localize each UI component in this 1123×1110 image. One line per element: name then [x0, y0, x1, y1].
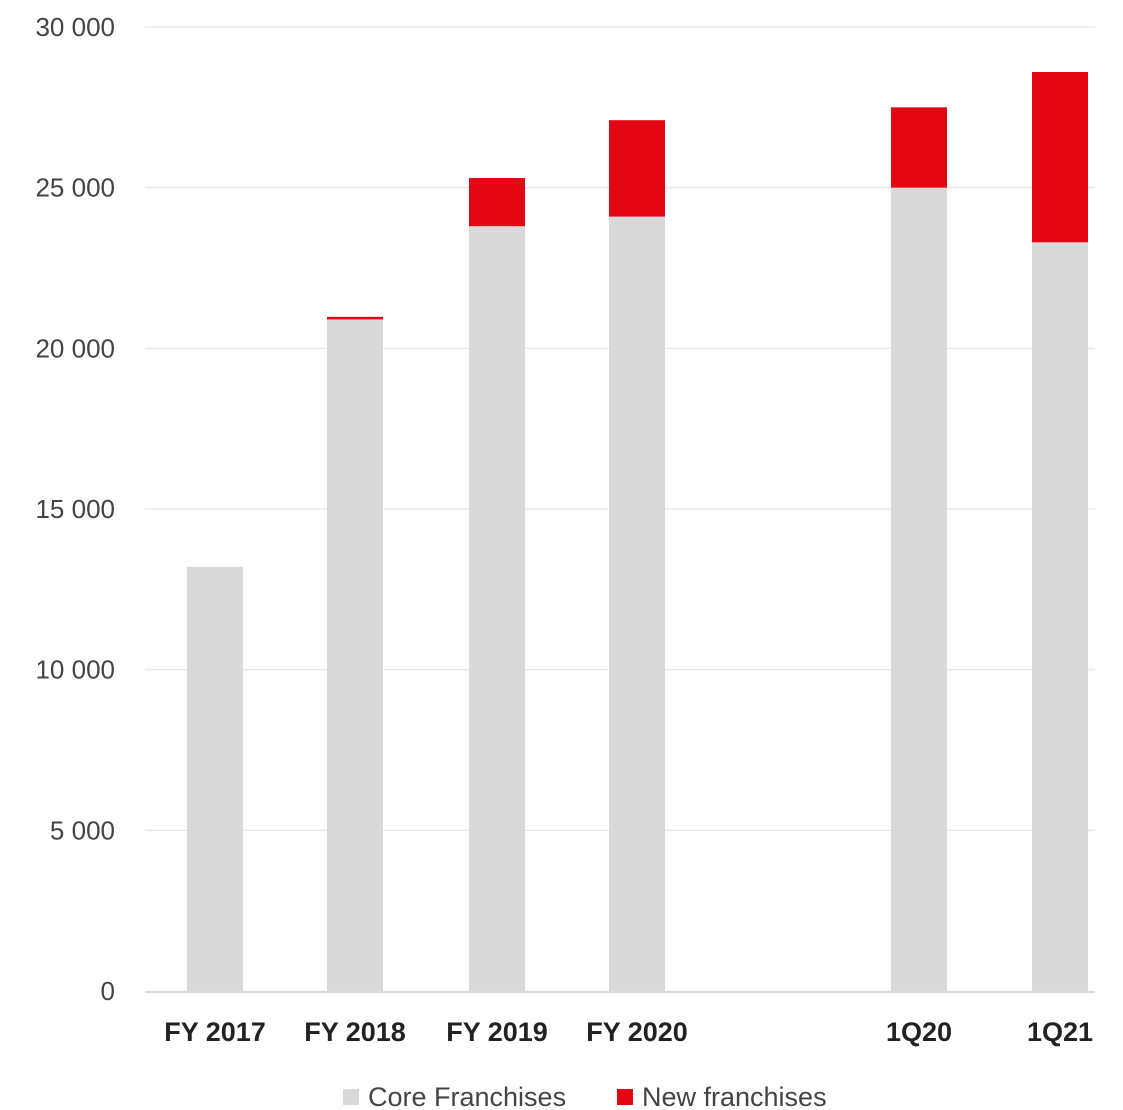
y-axis-tick-labels: 0 5 000 10 000 15 000 20 000 25 000 30 000 — [35, 12, 115, 1006]
legend-swatch-core-franchises — [343, 1089, 359, 1105]
bar-segment-core — [187, 566, 243, 991]
bar-segment-core — [469, 226, 525, 991]
bars — [187, 71, 1088, 991]
legend: Core Franchises New franchises — [343, 1082, 827, 1110]
legend-swatch-new-franchises — [617, 1089, 633, 1105]
bar-segment-new — [1032, 71, 1088, 243]
x-category-label: 1Q21 — [1027, 1017, 1093, 1047]
bar-segment-core — [327, 319, 383, 991]
bar-segment-new — [327, 316, 383, 320]
x-category-label: FY 2019 — [446, 1017, 548, 1047]
bar-segment-new — [469, 178, 525, 227]
x-category-label: FY 2018 — [304, 1017, 406, 1047]
bar-segment-core — [1032, 242, 1088, 991]
x-category-label: FY 2020 — [586, 1017, 688, 1047]
x-category-label: FY 2017 — [164, 1017, 266, 1047]
x-axis-category-labels: FY 2017 FY 2018 FY 2019 FY 2020 1Q20 1Q21 — [164, 1017, 1093, 1047]
bar-segment-core — [609, 216, 665, 991]
y-tick-label: 15 000 — [35, 494, 115, 524]
legend-label-core-franchises: Core Franchises — [368, 1082, 566, 1110]
legend-label-new-franchises: New franchises — [642, 1082, 827, 1110]
y-tick-label: 0 — [101, 976, 115, 1006]
x-category-label: 1Q20 — [886, 1017, 952, 1047]
y-tick-label: 25 000 — [35, 173, 115, 203]
bar-segment-new — [891, 107, 947, 188]
y-tick-label: 10 000 — [35, 655, 115, 685]
y-tick-label: 5 000 — [50, 815, 115, 845]
y-tick-label: 20 000 — [35, 333, 115, 363]
y-tick-label: 30 000 — [35, 12, 115, 42]
bar-segment-new — [609, 120, 665, 217]
bar-segment-core — [891, 187, 947, 991]
